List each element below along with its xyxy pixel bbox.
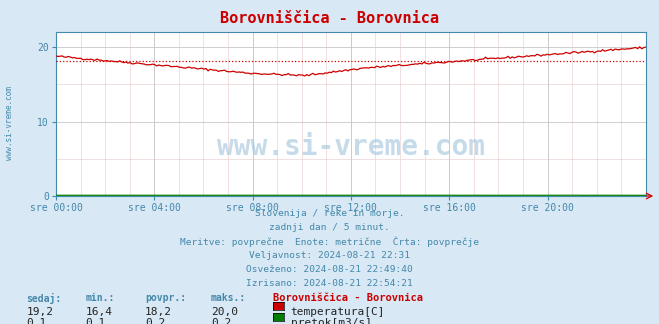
Text: Meritve: povprečne  Enote: metrične  Črta: povprečje: Meritve: povprečne Enote: metrične Črta:… <box>180 237 479 247</box>
Text: min.:: min.: <box>86 293 115 303</box>
Text: 20,0: 20,0 <box>211 307 238 317</box>
Text: temperatura[C]: temperatura[C] <box>291 307 385 317</box>
Text: Borovniščica - Borovnica: Borovniščica - Borovnica <box>273 293 424 303</box>
Text: maks.:: maks.: <box>211 293 246 303</box>
Text: 0,1: 0,1 <box>26 318 47 324</box>
Text: www.si-vreme.com: www.si-vreme.com <box>5 86 14 160</box>
Text: www.si-vreme.com: www.si-vreme.com <box>217 133 485 161</box>
Text: Izrisano: 2024-08-21 22:54:21: Izrisano: 2024-08-21 22:54:21 <box>246 279 413 288</box>
Text: pretok[m3/s]: pretok[m3/s] <box>291 318 372 324</box>
Text: 0,2: 0,2 <box>211 318 231 324</box>
Text: Borovniščica - Borovnica: Borovniščica - Borovnica <box>220 11 439 26</box>
Text: povpr.:: povpr.: <box>145 293 186 303</box>
Text: Slovenija / reke in morje.: Slovenija / reke in morje. <box>255 209 404 218</box>
Text: 19,2: 19,2 <box>26 307 53 317</box>
Text: sedaj:: sedaj: <box>26 293 61 304</box>
Text: Veljavnost: 2024-08-21 22:31: Veljavnost: 2024-08-21 22:31 <box>249 251 410 260</box>
Text: zadnji dan / 5 minut.: zadnji dan / 5 minut. <box>269 223 390 232</box>
Text: 18,2: 18,2 <box>145 307 172 317</box>
Text: 0,2: 0,2 <box>145 318 165 324</box>
Text: 0,1: 0,1 <box>86 318 106 324</box>
Text: Osveženo: 2024-08-21 22:49:40: Osveženo: 2024-08-21 22:49:40 <box>246 265 413 274</box>
Text: 16,4: 16,4 <box>86 307 113 317</box>
